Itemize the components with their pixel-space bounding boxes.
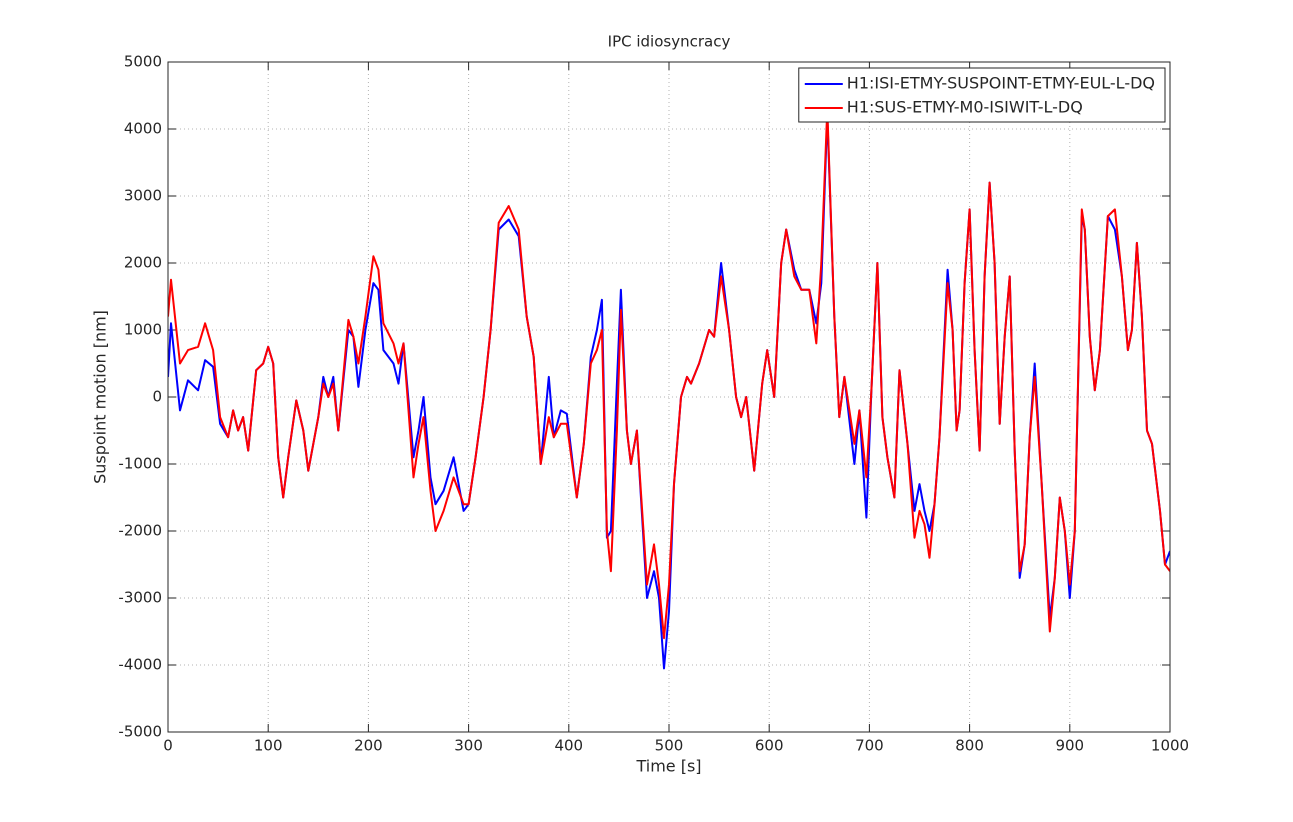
x-tick-label: 100 — [254, 737, 283, 755]
y-tick-label: 0 — [152, 388, 162, 406]
axes-frame — [167, 61, 1171, 733]
y-tick-label: -5000 — [118, 723, 162, 741]
y-tick-label: -4000 — [118, 656, 162, 674]
chart-title: IPC idiosyncracy — [608, 33, 731, 51]
x-tick-label: 300 — [454, 737, 483, 755]
y-tick-label: -2000 — [118, 522, 162, 540]
series-line — [168, 107, 1170, 640]
y-tick-label: -1000 — [118, 455, 162, 473]
x-tick-label: 400 — [554, 737, 583, 755]
x-axis-label: Time [s] — [635, 757, 701, 776]
legend: H1:ISI-ETMY-SUSPOINT-ETMY-EUL-L-DQ H1:SUS… — [798, 67, 1166, 123]
x-tick-label: 500 — [655, 737, 684, 755]
x-tick-label: 200 — [354, 737, 383, 755]
x-tick-label: 1000 — [1151, 737, 1189, 755]
legend-box — [798, 67, 1166, 123]
y-tick-label: 5000 — [124, 53, 162, 71]
legend-label: H1:SUS-ETMY-M0-ISIWIT-L-DQ — [847, 98, 1083, 117]
y-tick-label: 2000 — [124, 254, 162, 272]
x-tick-label: 600 — [755, 737, 784, 755]
y-tick-label: 3000 — [124, 187, 162, 205]
x-tick-label: 800 — [955, 737, 984, 755]
x-tick-label: 900 — [1055, 737, 1084, 755]
y-tick-label: 1000 — [124, 321, 162, 339]
x-tick-label: 0 — [163, 737, 173, 755]
y-tick-label: 4000 — [124, 120, 162, 138]
lines — [168, 107, 1170, 670]
x-tick-label: 700 — [855, 737, 884, 755]
y-tick-label: -3000 — [118, 589, 162, 607]
y-axis-label: Suspoint motion [nm] — [91, 310, 110, 484]
legend-label: H1:ISI-ETMY-SUSPOINT-ETMY-EUL-L-DQ — [847, 74, 1155, 93]
